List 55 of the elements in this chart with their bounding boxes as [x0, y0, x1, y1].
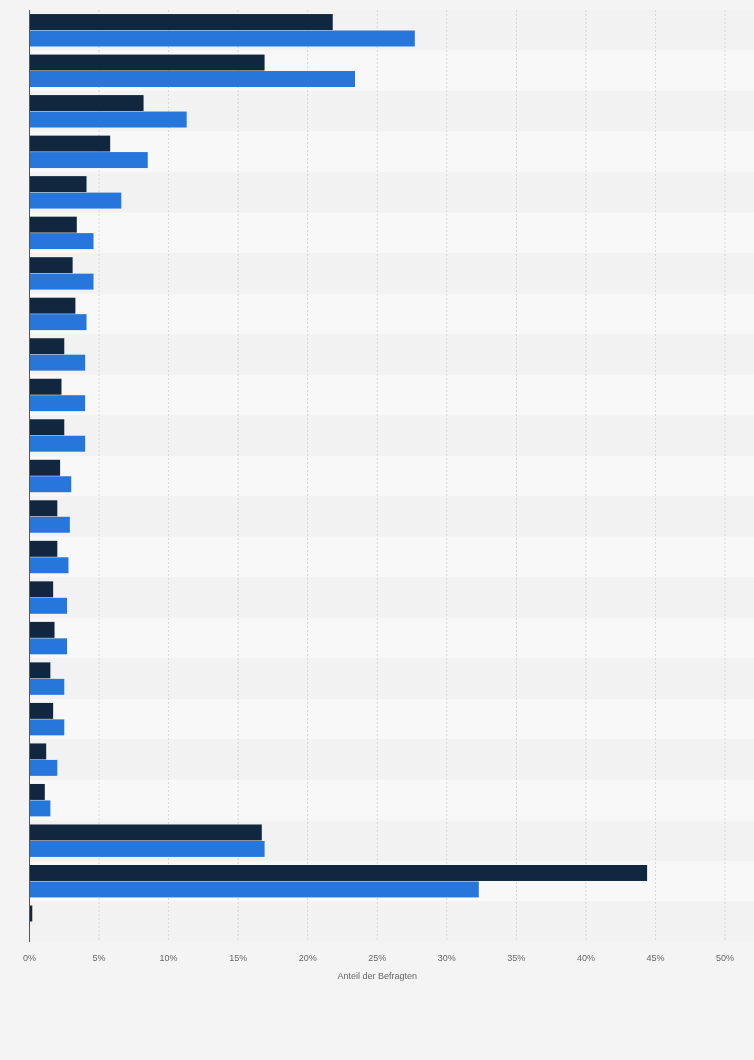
x-tick-label: 25%	[368, 953, 387, 963]
bar	[29, 638, 68, 655]
bar	[29, 597, 68, 614]
bar	[29, 783, 45, 800]
bar	[29, 257, 73, 274]
bar	[29, 95, 144, 112]
bar	[29, 435, 86, 452]
bar	[29, 662, 51, 679]
x-tick-label: 30%	[437, 953, 456, 963]
bar	[29, 54, 265, 71]
bar	[29, 216, 77, 233]
x-axis-title: Anteil der Befragten	[337, 971, 418, 981]
bar	[29, 840, 265, 857]
x-tick-label: 40%	[576, 953, 595, 963]
bar	[29, 233, 94, 250]
bar	[29, 378, 62, 395]
bar	[29, 702, 54, 719]
bar	[29, 395, 86, 412]
bar	[29, 14, 333, 31]
bar	[29, 719, 65, 736]
bar	[29, 152, 148, 169]
x-tick-label: 50%	[715, 953, 735, 963]
bar	[29, 621, 55, 638]
x-tick-label: 10%	[159, 953, 178, 963]
bar	[29, 192, 122, 209]
bar	[29, 759, 58, 776]
bar	[29, 338, 65, 355]
bar	[29, 135, 111, 152]
x-tick-label: 0%	[22, 953, 37, 963]
x-tick-label: 5%	[92, 953, 106, 963]
x-tick-label: 15%	[229, 953, 248, 963]
bar	[29, 516, 70, 533]
bar	[29, 71, 355, 87]
bar	[29, 678, 65, 695]
bar	[29, 500, 58, 517]
bar	[29, 743, 47, 760]
bar	[29, 30, 415, 47]
bar	[29, 800, 51, 817]
bar	[29, 459, 61, 476]
bar	[29, 354, 86, 371]
bar	[29, 314, 87, 331]
bar	[29, 581, 54, 598]
x-tick-label: 45%	[646, 953, 665, 963]
bar	[29, 419, 65, 436]
x-tick-label: 20%	[298, 953, 317, 963]
bar	[29, 540, 58, 557]
bar	[29, 273, 94, 290]
bar	[29, 111, 187, 128]
bar	[29, 557, 69, 574]
bar	[29, 824, 262, 841]
x-tick-label: 35%	[507, 953, 526, 963]
bar	[29, 297, 76, 314]
bar	[29, 476, 72, 493]
bar	[29, 176, 87, 193]
bar	[29, 881, 479, 898]
